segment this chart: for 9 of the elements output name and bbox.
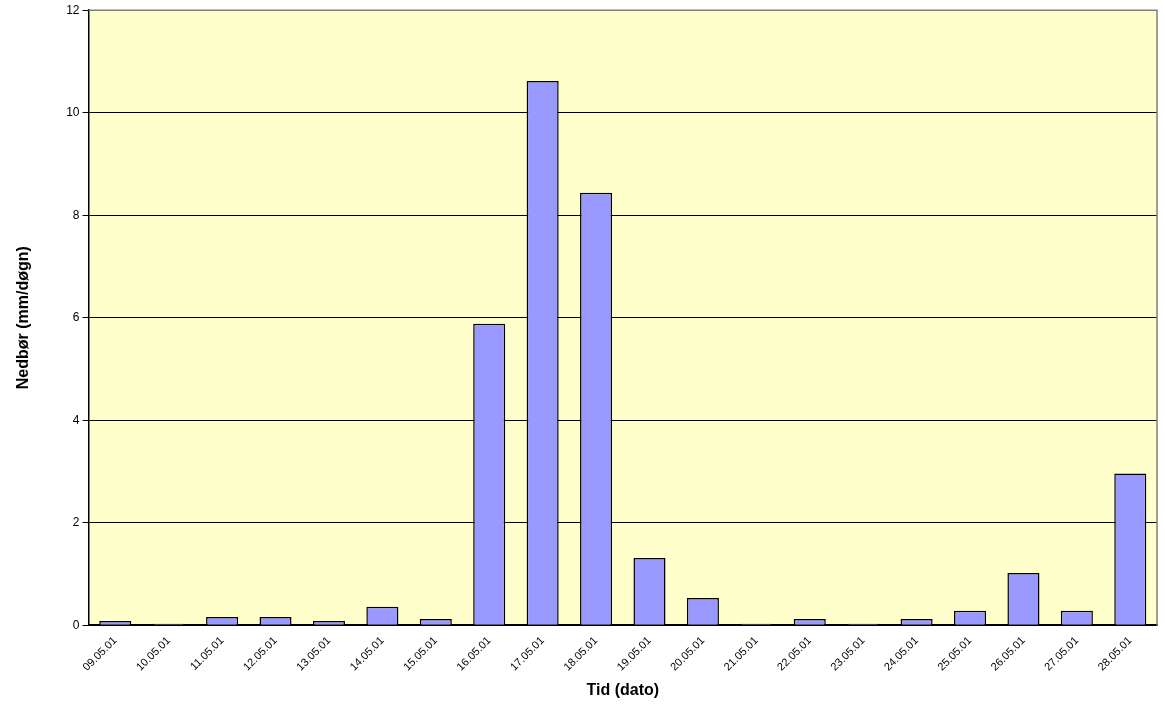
y-tick-label: 12 (66, 2, 80, 17)
y-tick-label: 4 (72, 412, 80, 427)
y-tick-label: 2 (72, 515, 80, 529)
y-tick-label: 0 (72, 617, 80, 632)
x-axis-title: Tid (dato) (586, 680, 660, 698)
y-axis-title: Nedbør (mm/døgn) (14, 246, 32, 390)
y-tick-label: 6 (72, 310, 80, 325)
y-tick-label: 10 (66, 105, 80, 120)
y-tick-label: 8 (72, 207, 80, 222)
